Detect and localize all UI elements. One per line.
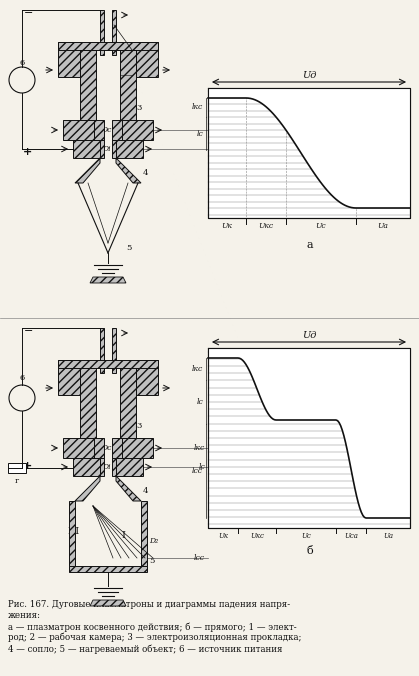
Text: Uа: Uа bbox=[383, 532, 393, 540]
Text: Dс: Dс bbox=[101, 444, 111, 452]
Bar bbox=[112, 438, 122, 458]
Text: г: г bbox=[15, 477, 19, 485]
Polygon shape bbox=[90, 600, 126, 606]
Text: Uд: Uд bbox=[302, 71, 316, 80]
Polygon shape bbox=[116, 158, 141, 183]
Bar bbox=[208, 88, 410, 218]
Polygon shape bbox=[90, 277, 126, 283]
Text: Ш: Ш bbox=[67, 527, 79, 535]
Text: −: − bbox=[24, 326, 34, 336]
Text: 1: 1 bbox=[134, 46, 140, 54]
Text: 2: 2 bbox=[134, 71, 139, 79]
Bar bbox=[120, 50, 136, 120]
Text: I: I bbox=[121, 531, 125, 541]
Bar bbox=[120, 368, 136, 438]
Bar bbox=[122, 438, 153, 458]
Text: 1: 1 bbox=[134, 364, 140, 372]
Polygon shape bbox=[75, 158, 100, 183]
Polygon shape bbox=[208, 348, 410, 518]
Text: 3: 3 bbox=[136, 422, 141, 430]
Text: Uс: Uс bbox=[301, 532, 311, 540]
Text: D₂: D₂ bbox=[149, 537, 158, 545]
Text: Uк: Uк bbox=[218, 532, 228, 540]
Text: а: а bbox=[307, 240, 313, 250]
Text: Uс: Uс bbox=[316, 222, 326, 230]
Text: lс: lс bbox=[198, 463, 205, 471]
Bar bbox=[112, 10, 116, 55]
Text: lсс: lсс bbox=[192, 467, 203, 475]
Text: lсс: lсс bbox=[194, 554, 205, 562]
Bar bbox=[8, 463, 26, 473]
Text: 3: 3 bbox=[136, 104, 141, 112]
Bar bbox=[58, 42, 158, 50]
Text: 4 — сопло; 5 — нагреваемый объект; 6 — источник питания: 4 — сопло; 5 — нагреваемый объект; 6 — и… bbox=[8, 644, 282, 654]
Text: lкс: lкс bbox=[192, 365, 203, 373]
Text: 6: 6 bbox=[19, 59, 25, 67]
Text: Uса: Uса bbox=[344, 532, 358, 540]
Bar bbox=[58, 42, 80, 77]
Bar bbox=[58, 360, 158, 368]
Text: Uкс: Uкс bbox=[259, 222, 274, 230]
Bar bbox=[100, 140, 104, 158]
Bar bbox=[94, 438, 104, 458]
Text: Dі: Dі bbox=[102, 145, 110, 153]
Bar bbox=[100, 458, 104, 476]
Bar bbox=[100, 10, 104, 55]
Bar bbox=[208, 348, 410, 528]
Text: +: + bbox=[23, 147, 32, 157]
Bar bbox=[141, 501, 147, 566]
Text: б: б bbox=[307, 546, 313, 556]
Text: lкс: lкс bbox=[194, 444, 205, 452]
Bar bbox=[80, 368, 96, 438]
Text: Uкс: Uкс bbox=[250, 532, 264, 540]
Text: Uд: Uд bbox=[302, 331, 316, 340]
Text: Dс: Dс bbox=[101, 126, 111, 134]
Text: 4: 4 bbox=[143, 169, 148, 177]
Bar bbox=[112, 458, 116, 476]
Text: а — плазматрон косвенного действия; б — прямого; 1 — элект-: а — плазматрон косвенного действия; б — … bbox=[8, 622, 297, 631]
Bar bbox=[116, 140, 143, 158]
Text: Dі: Dі bbox=[102, 463, 110, 471]
Text: 5: 5 bbox=[149, 557, 154, 565]
Polygon shape bbox=[116, 476, 141, 501]
Text: lкс: lкс bbox=[192, 103, 203, 112]
Bar bbox=[112, 140, 116, 158]
Text: 6: 6 bbox=[19, 374, 25, 382]
Text: lс: lс bbox=[196, 398, 203, 406]
Bar bbox=[116, 458, 143, 476]
Polygon shape bbox=[75, 476, 100, 501]
Bar bbox=[136, 360, 158, 395]
Bar bbox=[122, 120, 153, 140]
Bar bbox=[94, 120, 104, 140]
Bar bbox=[80, 50, 96, 120]
Bar bbox=[69, 566, 147, 572]
Bar bbox=[63, 120, 94, 140]
Bar bbox=[63, 438, 94, 458]
Bar bbox=[100, 328, 104, 373]
Text: Рис. 167. Дуговые плазматроны и диаграммы падения напря-: Рис. 167. Дуговые плазматроны и диаграмм… bbox=[8, 600, 290, 609]
Text: +: + bbox=[23, 461, 32, 471]
Text: Uа: Uа bbox=[378, 222, 388, 230]
Bar bbox=[69, 501, 75, 566]
Text: Uк: Uк bbox=[222, 222, 233, 230]
Bar bbox=[73, 140, 100, 158]
Text: П: П bbox=[89, 429, 97, 437]
Bar bbox=[73, 458, 100, 476]
Text: 4: 4 bbox=[143, 487, 148, 495]
Text: lс: lс bbox=[196, 130, 203, 137]
Bar bbox=[58, 360, 80, 395]
Text: −: − bbox=[24, 8, 34, 18]
Bar bbox=[112, 328, 116, 373]
Text: жения:: жения: bbox=[8, 611, 41, 620]
Bar bbox=[136, 42, 158, 77]
Text: 2: 2 bbox=[134, 389, 139, 397]
Bar bbox=[112, 120, 122, 140]
Polygon shape bbox=[208, 88, 410, 208]
Text: род; 2 — рабочая камера; 3 — электроизоляционная прокладка;: род; 2 — рабочая камера; 3 — электроизол… bbox=[8, 633, 302, 642]
Text: 5: 5 bbox=[126, 244, 132, 252]
